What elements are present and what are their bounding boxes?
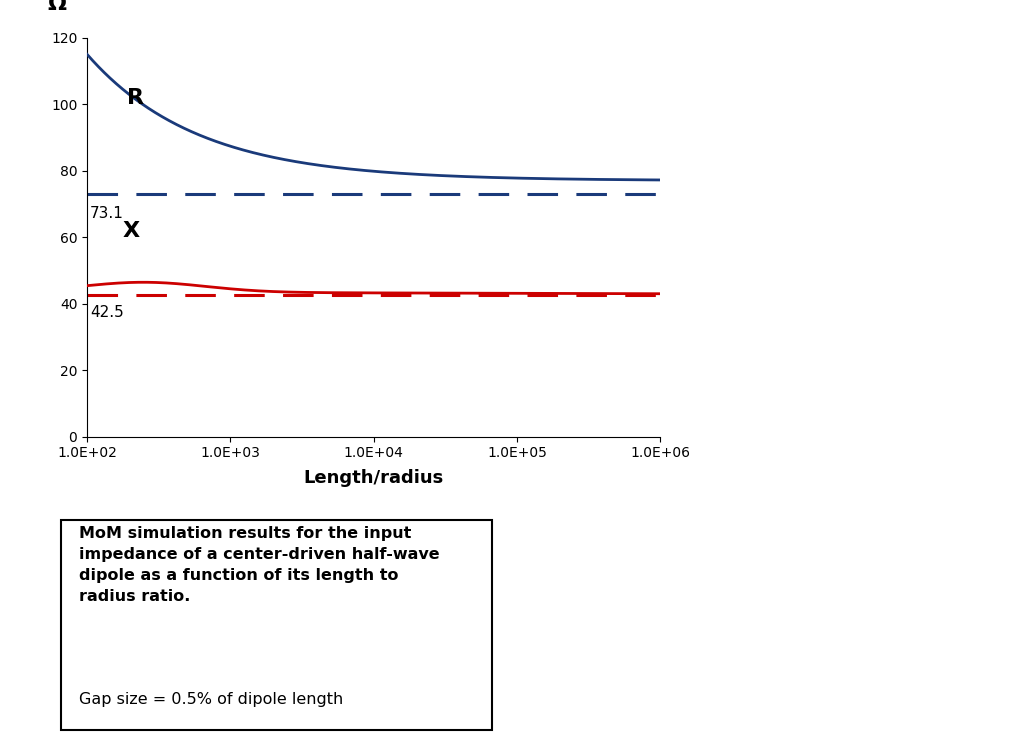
Text: 42.5: 42.5 <box>90 306 124 320</box>
X-axis label: Length/radius: Length/radius <box>304 469 443 486</box>
Text: 73.1: 73.1 <box>90 206 124 221</box>
Text: X: X <box>123 221 140 241</box>
Text: MoM simulation results for the input
impedance of a center-driven half-wave
dipo: MoM simulation results for the input imp… <box>79 526 439 604</box>
Text: R: R <box>127 88 144 108</box>
Text: Ω: Ω <box>47 0 66 14</box>
Text: Gap size = 0.5% of dipole length: Gap size = 0.5% of dipole length <box>79 693 343 708</box>
FancyBboxPatch shape <box>61 520 492 730</box>
